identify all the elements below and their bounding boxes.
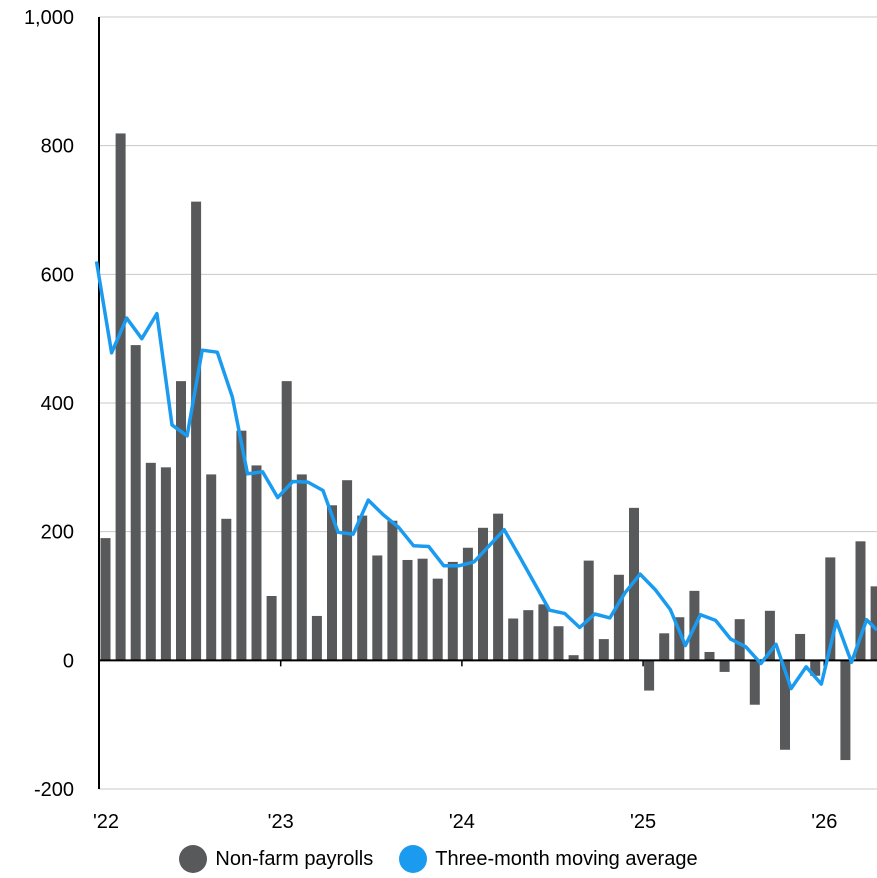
y-axis-tick-labels: 1,000 800 600 400 200 0 -200 [24, 7, 74, 801]
payroll-bar [432, 578, 443, 661]
axes [98, 17, 877, 789]
payroll-bar [719, 660, 730, 672]
payroll-bar [553, 626, 564, 661]
legend-item-moving-average: Three-month moving average [399, 845, 698, 873]
legend-item-payrolls: Non-farm payrolls [179, 845, 373, 873]
payroll-bar [704, 651, 715, 661]
x-tick-label: '22 [93, 811, 119, 833]
gridlines [99, 16, 877, 790]
chart: 1,000 800 600 400 200 0 -200 '22 '23 '24 '25 '26 [24, 7, 877, 833]
payroll-bar [478, 527, 488, 661]
payroll-bar [251, 465, 262, 661]
payroll-bar [160, 467, 171, 661]
y-tick-label: 0 [63, 650, 74, 672]
payroll-bar [357, 515, 368, 661]
payroll-bar [523, 610, 534, 661]
payroll-bar [266, 596, 277, 661]
payroll-bar [145, 462, 156, 661]
payroll-bar [372, 555, 383, 661]
payroll-bar [840, 660, 851, 761]
payroll-bar [795, 633, 806, 661]
payroll-bar [870, 586, 877, 661]
payroll-bar [221, 518, 232, 661]
x-tick-label: '25 [630, 811, 656, 833]
payroll-bar [568, 655, 579, 661]
payroll-bar [462, 547, 473, 661]
legend-swatch-payrolls [179, 845, 208, 873]
payroll-bar [825, 557, 836, 661]
payroll-bar [115, 133, 126, 661]
payroll-bar [493, 513, 504, 661]
payroll-bar [387, 520, 398, 661]
x-tick-label: '23 [268, 811, 294, 833]
payroll-bar [342, 480, 353, 661]
payroll-bar [508, 618, 519, 661]
payroll-bar [130, 345, 141, 661]
payroll-bar [538, 604, 549, 661]
payroll-bar [311, 615, 322, 661]
payroll-bar [780, 660, 790, 750]
y-tick-label: -200 [34, 779, 74, 801]
moving-average-series-line [94, 261, 877, 691]
payroll-bar [402, 559, 413, 661]
payroll-bar [296, 474, 307, 661]
payroll-bar [417, 558, 428, 661]
y-tick-label: 800 [41, 136, 74, 158]
y-tick-label: 1,000 [24, 7, 74, 29]
payroll-bar [734, 619, 745, 661]
payroll-bar [281, 381, 292, 661]
payroll-bar [613, 574, 624, 661]
payroll-bar [447, 561, 458, 661]
x-tick-label: '26 [811, 811, 837, 833]
payroll-bar [236, 430, 247, 661]
x-axis-tick-labels: '22 '23 '24 '25 '26 [93, 811, 837, 833]
payroll-bar [749, 660, 760, 705]
payroll-bar [583, 560, 594, 661]
y-tick-label: 600 [41, 264, 74, 286]
payroll-bar [327, 505, 337, 661]
payroll-bar [191, 201, 202, 661]
legend: Non-farm payrolls Three-month moving ave… [0, 840, 877, 878]
payroll-bar [598, 639, 609, 661]
payroll-bar [764, 610, 775, 661]
payroll-bars [100, 133, 877, 761]
payroll-bar [100, 538, 111, 661]
legend-swatch-moving-average [399, 845, 428, 873]
payroll-bar [674, 617, 685, 661]
payroll-bar [810, 660, 821, 676]
payroll-bar [855, 541, 866, 661]
payroll-bar [644, 660, 655, 691]
y-tick-label: 200 [41, 522, 74, 544]
legend-label-payrolls: Non-farm payrolls [215, 847, 374, 870]
payroll-bar [206, 474, 217, 661]
legend-label-moving-average: Three-month moving average [435, 847, 698, 870]
payroll-bar [659, 633, 670, 661]
moving-average-line [94, 261, 877, 691]
x-tick-label: '24 [449, 811, 475, 833]
y-tick-label: 400 [41, 393, 74, 415]
payroll-bar [176, 381, 186, 661]
